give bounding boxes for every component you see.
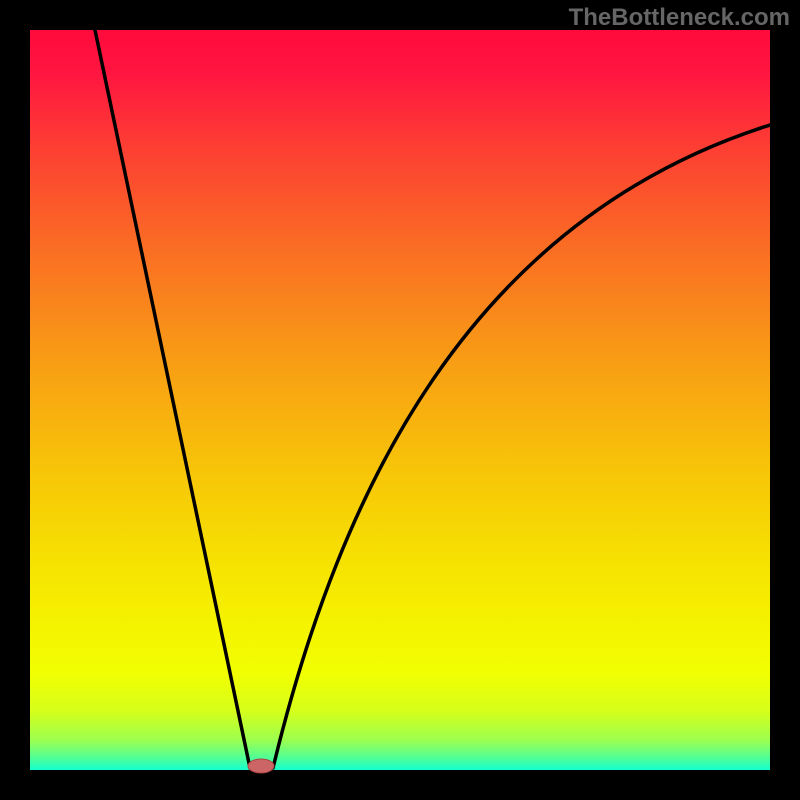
bottleneck-chart [0, 0, 800, 800]
optimum-marker [248, 759, 274, 773]
plot-background [30, 30, 770, 770]
watermark-text: TheBottleneck.com [569, 4, 790, 32]
chart-container: TheBottleneck.com [0, 0, 800, 800]
